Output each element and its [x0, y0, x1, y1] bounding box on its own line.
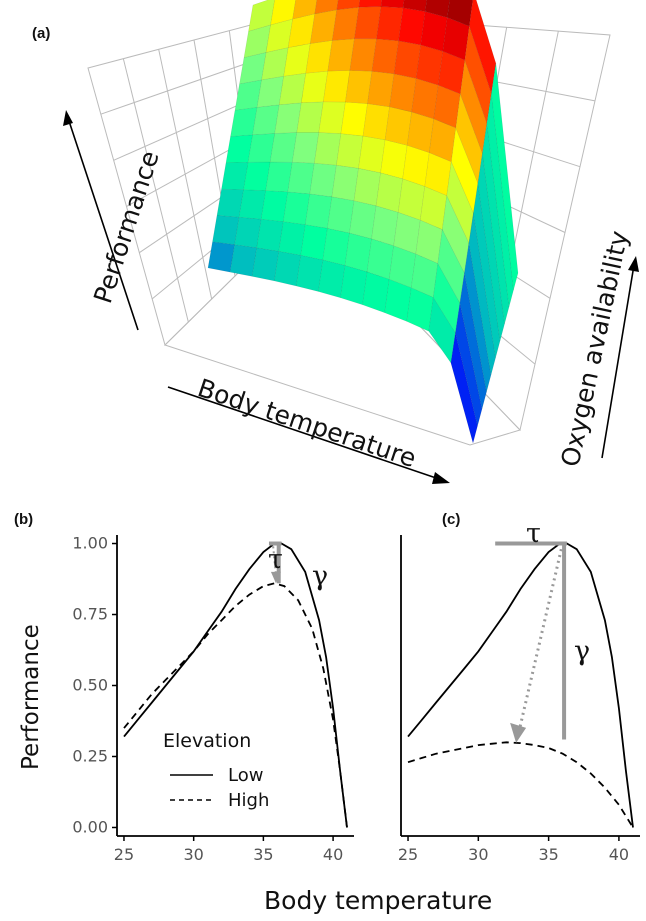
series-high [123, 582, 348, 828]
gamma-label-b: γ [312, 561, 328, 592]
surface-facet [491, 63, 519, 291]
legend: Elevation Low High [163, 730, 269, 811]
body-temperature-axis-label: Body temperature [194, 373, 420, 473]
x-axis-label: Body temperature [264, 886, 492, 915]
panel-c-plot: 25 30 35 40 [398, 535, 640, 864]
series-low [123, 542, 348, 828]
x-tick-label: 35 [253, 845, 273, 864]
body-temperature-axis-arrow [167, 386, 450, 484]
surface-facet [380, 0, 405, 9]
panel-a-letter: (a) [32, 25, 50, 42]
panel-b: (b) 25 30 35 40 0.00 0.25 0.50 0.75 1.00 τ γ Ele… [14, 511, 354, 864]
y-tick-label: 0.25 [72, 746, 108, 765]
oxygen-axis-arrow [601, 256, 639, 459]
surface-facet [358, 0, 383, 8]
surface-facet [389, 73, 417, 113]
surface-facet [296, 255, 324, 292]
x-tick-label: 25 [398, 845, 418, 864]
surface-plot [207, 0, 519, 444]
surface-facet [270, 0, 296, 26]
surface-facet [322, 227, 350, 266]
legend-high-label: High [228, 790, 269, 811]
surface-facet [344, 232, 372, 273]
y-tick-label: 1.00 [72, 534, 108, 553]
surface-facet [447, 0, 474, 27]
gamma-label-c: γ [574, 636, 590, 667]
y-axis-label: Performance [18, 624, 44, 770]
panel-b-plot: 25 30 35 40 0.00 0.25 0.50 0.75 1.00 [72, 534, 354, 864]
surface-facet [420, 11, 448, 52]
panel-c-letter: (c) [442, 511, 460, 528]
x-tick-label: 25 [114, 845, 134, 864]
tau-label-c: τ [526, 518, 541, 549]
x-tick-label: 30 [468, 845, 488, 864]
surface-facet [402, 0, 427, 12]
performance-axis-label: Performance [88, 147, 165, 307]
shift-arrowhead [270, 571, 281, 584]
surface-facet [248, 0, 275, 32]
surface-facet [371, 205, 399, 247]
surface-facet [314, 0, 339, 15]
surface-facet [366, 238, 394, 280]
y-tick-label: 0.75 [72, 605, 108, 624]
shift-arrow [517, 548, 563, 732]
x-tick-label: 35 [538, 845, 558, 864]
surface-facet [375, 172, 403, 213]
surface-facet [411, 78, 439, 120]
surface-facet [336, 0, 361, 11]
performance-axis-arrow [63, 110, 139, 331]
oxygen-axis-label: Oxygen availability [556, 228, 634, 469]
surface-facet [349, 200, 377, 240]
panel-a: (a) Performance Body temperature Oxygen … [32, 0, 639, 484]
surface-facet [380, 139, 408, 180]
series-low [407, 542, 634, 828]
legend-title: Elevation [163, 730, 251, 752]
x-tick-label: 40 [609, 845, 629, 864]
surface-facet [406, 111, 435, 153]
panel-c: (c) 25 30 35 40 τ γ [398, 511, 640, 864]
x-tick-label: 30 [183, 845, 203, 864]
surface-facet [318, 259, 346, 299]
y-tick-label: 0.50 [72, 676, 108, 695]
surface-facet [353, 168, 381, 207]
x-tick-label: 40 [323, 845, 343, 864]
surface-facet [340, 265, 368, 306]
tau-label-b: τ [268, 544, 283, 575]
panel-b-letter: (b) [14, 511, 33, 528]
surface-facet [424, 0, 450, 18]
series-high [407, 741, 634, 828]
surface-facet [292, 0, 318, 20]
surface-facet [384, 106, 412, 146]
y-tick-label: 0.00 [72, 817, 108, 836]
surface-facet [415, 44, 444, 86]
legend-low-label: Low [228, 765, 263, 786]
shift-arrowhead [510, 722, 527, 743]
